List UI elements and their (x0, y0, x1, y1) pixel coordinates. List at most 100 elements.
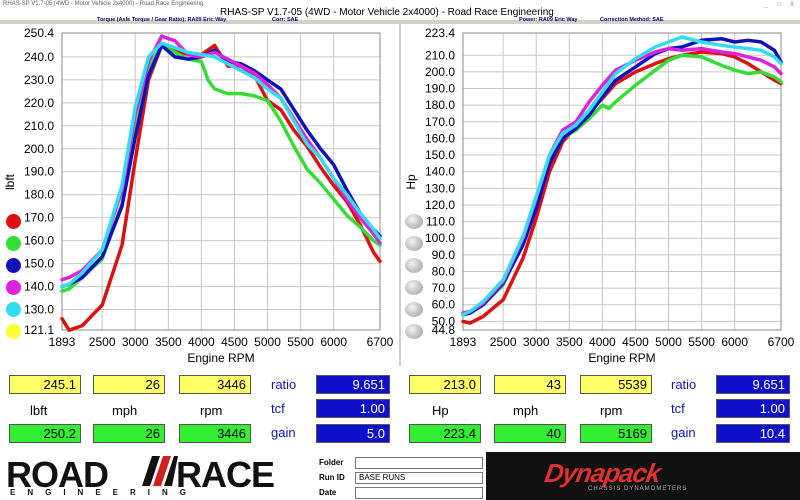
x-tick-label: 6700 (367, 335, 394, 349)
power-dot-2[interactable] (405, 236, 423, 251)
y-tick-label: 140.0 (24, 280, 54, 294)
y-tick-label: 150.0 (24, 257, 54, 271)
torque-unit-label: lbft (30, 403, 48, 418)
y-axis-label: lbft (3, 173, 17, 190)
run-selector (6, 214, 21, 339)
dynapack-tagline: CHASSIS DYNAMOMETERS (588, 486, 688, 492)
x-tick-label: 4000 (188, 335, 215, 349)
power-ratio-value: 9.651 (716, 375, 790, 394)
torque-top-value: 245.1 (9, 375, 81, 394)
y-tick-label: 80.0 (432, 264, 456, 278)
y-tick-label: 140.0 (425, 165, 455, 179)
series-line (60, 43, 382, 332)
y-tick-label: 210.0 (24, 119, 54, 133)
x-tick-label: 3500 (556, 335, 583, 349)
y-tick-label: 220.0 (24, 96, 54, 110)
torque-mph-label: mph (112, 403, 138, 418)
torque-tcf-value: 1.00 (316, 399, 390, 418)
y-tick-label: 210.0 (425, 48, 455, 62)
x-tick-label: 5500 (287, 335, 314, 349)
series-line (60, 43, 382, 289)
power-bottom-rpm: 5169 (580, 424, 652, 443)
y-tick-label: 180.0 (24, 188, 54, 202)
power-chart-header: Power: RA09 Eric Way (519, 17, 578, 23)
logo-slashes-icon (142, 456, 178, 486)
run-dot-blue[interactable] (6, 258, 21, 273)
series-line (461, 53, 783, 317)
power-dot-3[interactable] (405, 258, 423, 273)
date-field[interactable] (355, 487, 483, 499)
power-gain-value: 10.4 (716, 424, 790, 443)
folder-field[interactable] (355, 457, 483, 469)
x-tick-label: 4500 (622, 335, 649, 349)
power-bottom-value: 223.4 (409, 424, 481, 443)
x-tick-label: 2500 (89, 335, 116, 349)
power-dot-5[interactable] (405, 302, 423, 317)
logo-road: ROAD (6, 454, 109, 495)
power-dot-6[interactable] (405, 324, 423, 339)
power-corr: Correction Method: SAE (600, 17, 664, 23)
y-axis-label: Hp (404, 174, 418, 190)
maximize-button[interactable]: □ (777, 2, 781, 8)
run-dot-cyan[interactable] (6, 302, 21, 317)
power-chart: 1893 2500 3000 3500 4000 4500 5000 5500 6000 6700… (404, 26, 795, 365)
y-tick-label: 170.0 (425, 115, 455, 129)
power-rpm-label: rpm (600, 403, 623, 418)
run-dot-red[interactable] (6, 214, 21, 229)
run-id-field[interactable]: BASE RUNS (355, 472, 483, 484)
y-tick-label: 120.0 (425, 198, 455, 212)
torque-tcf-label: tcf (271, 401, 285, 416)
power-top-rpm: 5539 (580, 375, 652, 394)
logo-race: RACE (176, 454, 275, 495)
torque-chart: 1893 2500 3000 3500 4000 4500 5000 5500 6000 6700… (3, 26, 394, 365)
power-bottom-mph: 40 (494, 424, 566, 443)
x-tick-label: 4000 (589, 335, 616, 349)
torque-bottom-mph: 26 (93, 424, 165, 443)
title-small: RHAS-SP V1.7-05 (4WD - Motor Vehicle 2x4… (3, 1, 204, 7)
date-label: Date (319, 488, 337, 497)
y-tick-label: 121.1 (24, 323, 54, 337)
y-tick-label: 90.0 (432, 248, 456, 262)
y-tick-label: 110.0 (426, 215, 455, 229)
y-tick-label: 190.0 (425, 82, 455, 96)
power-chart-panel: 1893 2500 3000 3500 4000 4500 5000 5500 6000 6700… (401, 24, 800, 366)
run-id-label: Run ID (319, 473, 345, 482)
x-tick-label: 6700 (768, 335, 795, 349)
title-bar: RHAS-SP V1.7-05 (4WD - Motor Vehicle 2x4… (0, 0, 800, 20)
power-top-mph: 43 (494, 375, 566, 394)
run-dot-green[interactable] (6, 236, 21, 251)
window-title: RHAS-SP V1.7-05 (4WD - Motor Vehicle 2x4… (220, 7, 554, 18)
run-dot-yellow[interactable] (6, 324, 21, 339)
torque-rpm-label: rpm (200, 403, 223, 418)
logo-engineering: ENGINEERING (10, 488, 199, 497)
y-tick-label: 223.4 (425, 26, 455, 40)
run-dot-magenta[interactable] (6, 280, 21, 295)
close-button[interactable]: X (789, 2, 794, 8)
y-tick-label: 60.0 (432, 298, 456, 312)
series-line (461, 36, 783, 317)
x-axis-label: Engine RPM (588, 351, 655, 365)
power-top-value: 213.0 (409, 375, 481, 394)
y-tick-label: 180.0 (425, 98, 455, 112)
x-tick-label: 3500 (155, 335, 182, 349)
torque-corr: Corr: SAE (272, 17, 299, 23)
power-dot-4[interactable] (405, 280, 423, 295)
plot-frame (61, 32, 381, 331)
y-tick-label: 200.0 (425, 65, 455, 79)
torque-ratio-value: 9.651 (316, 375, 390, 394)
minimize-button[interactable]: _ (764, 2, 768, 8)
plot-frame (462, 32, 782, 331)
y-tick-label: 150.0 (425, 148, 455, 162)
x-tick-label: 5000 (254, 335, 281, 349)
readout-area: 245.1 26 3446 lbft mph rpm 250.2 26 3446… (0, 366, 800, 450)
y-tick-label: 44.8 (432, 323, 456, 337)
power-dot-1[interactable] (405, 214, 423, 229)
torque-chart-header: Torque (Axle Torque / Gear Ratio): RA09 … (97, 17, 227, 23)
folder-label: Folder (319, 458, 344, 467)
x-tick-label: 5500 (688, 335, 715, 349)
y-tick-label: 130.0 (24, 303, 54, 317)
y-tick-label: 160.0 (24, 234, 54, 248)
y-tick-label: 130.0 (425, 181, 455, 195)
torque-top-rpm: 3446 (179, 375, 251, 394)
power-unit-label: Hp (432, 403, 449, 418)
